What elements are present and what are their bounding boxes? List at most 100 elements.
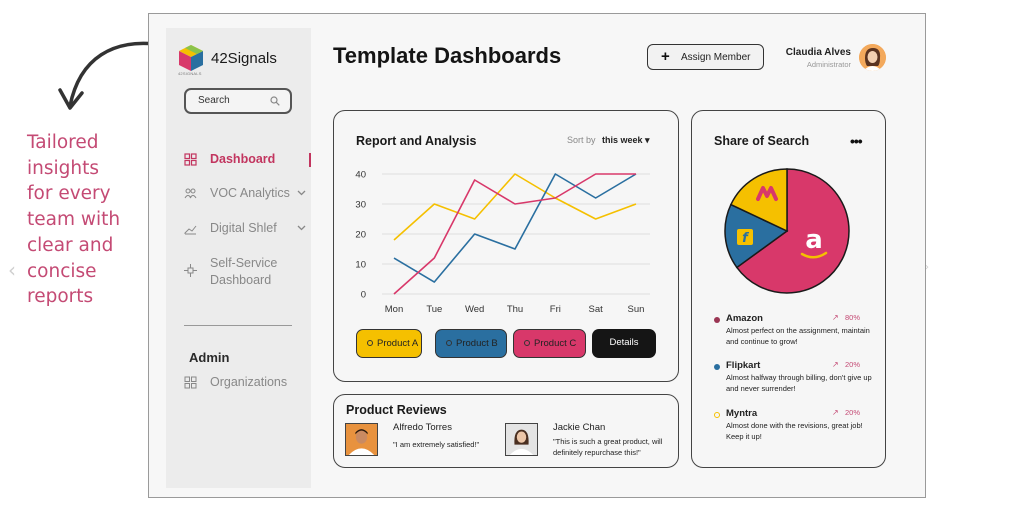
marketing-caption: Tailored insights for every team with cl… [27,130,147,310]
dashboard-window: 42Signals 42SIGNALS Search Dashboard [148,13,926,498]
chevron-down-icon[interactable] [297,190,306,196]
share-desc: Almost halfway through billing, don't gi… [726,373,872,393]
share-dot [714,412,720,418]
sidebar-divider [184,325,292,326]
series-line-product-c [393,173,636,295]
report-card: Report and Analysis Sort by this week ▾ … [333,110,679,382]
pie-slice-flipkart [724,203,789,269]
x-tick-label: Sat [589,304,604,315]
share-name: Myntra [726,408,758,419]
review-text: "I am extremely satisfied!" [393,440,480,449]
legend-dot [367,340,373,346]
caption-line: Tailored [27,132,99,153]
share-desc: Almost perfect on the assignment, mainta… [726,326,870,346]
chevron-left-icon[interactable]: ‹ [8,258,16,282]
avatar[interactable] [859,44,886,71]
chevron-down-icon[interactable] [297,225,306,231]
grid-icon [184,153,197,166]
share-dot [714,317,720,323]
reviewer-name: Jackie Chan [553,422,606,433]
share-title: Share of Search [714,134,810,148]
caption-line: reports [27,286,94,308]
line-chart: 0 10 20 30 40 Mon Tue Wed Thu Fri Sat Sun [355,170,650,315]
legend-product-a-button[interactable]: Product A [356,329,422,358]
user-role: Administrator [806,60,851,69]
share-name: Flipkart [726,360,761,371]
caption-line: for every [27,183,111,205]
pie-chart: af [724,168,850,294]
reviews-title: Product Reviews [346,403,447,417]
legend-product-c-button[interactable]: Product C [513,329,586,358]
sort-dropdown[interactable]: this week ▾ [602,135,650,145]
sidebar-item-label: Dashboard [210,152,276,166]
caption-line: insights [27,157,100,179]
x-tick-label: Thu [507,304,523,315]
search-input[interactable]: Search [184,88,292,114]
legend-dot [446,340,452,346]
review-text: "This is such a great product, will defi… [553,437,663,457]
reviewer-photo [505,423,538,456]
share-percent: 80% [845,313,861,322]
legend-product-b-button[interactable]: Product B [435,329,507,358]
sidebar-item-label: Self-Service [210,256,278,270]
series-line-product-b [393,173,637,283]
legend-label: Product A [377,338,419,349]
x-tick-label: Tue [426,304,442,315]
amazon-logo-icon: a [800,225,828,259]
active-indicator [309,153,311,167]
trend-up-icon: ↗ [832,313,839,322]
caption-line: concise [27,260,97,282]
brand-name: 42Signals [211,50,277,67]
y-tick-label: 10 [355,260,366,271]
report-title: Report and Analysis [356,134,477,148]
legend-dot [524,340,530,346]
details-button[interactable]: Details [592,329,656,358]
sidebar-item-label: Organizations [210,375,288,389]
share-dot [714,364,720,370]
sidebar-item-label: Digital Shlef [210,221,277,235]
y-tick-label: 40 [355,170,366,181]
42signals-logo-icon [179,45,203,71]
workflow-icon [184,264,197,277]
share-desc: Almost done with the revisions, great jo… [726,421,863,441]
reviewer-name: Alfredo Torres [393,422,452,433]
brand-sub: 42SIGNALS [178,71,202,76]
share-name: Amazon [726,313,763,324]
pie-slice-amazon [735,168,850,294]
trend-up-icon: ↗ [832,408,839,417]
page-title: Template Dashboards [333,43,562,68]
sidebar-item-label: VOC Analytics [210,186,290,200]
x-tick-label: Wed [465,304,484,315]
x-tick-label: Sun [628,304,645,315]
chevron-right-icon[interactable]: › [925,262,929,273]
svg-text:f: f [742,231,750,246]
reviewer-photo [345,423,378,456]
assign-member-button[interactable]: + Assign Member [647,44,764,70]
x-tick-label: Fri [550,304,561,315]
sort-label: Sort by [567,135,596,145]
search-placeholder: Search [198,95,230,106]
more-options-icon[interactable]: ••• [850,133,863,149]
y-tick-label: 0 [361,290,366,301]
y-tick-label: 30 [355,200,366,211]
y-tick-label: 20 [355,230,366,241]
admin-heading: Admin [189,350,230,365]
flipkart-logo-icon: f [737,229,753,246]
legend-label: Product B [456,338,498,349]
plus-icon: + [661,48,670,65]
user-name: Claudia Alves [785,47,851,58]
users-icon [184,188,197,199]
search-icon [270,96,280,106]
product-reviews-card: Product Reviews Alfredo Torres "I am ext… [333,394,679,468]
myntra-logo-icon [756,186,778,201]
share-percent: 20% [845,408,861,417]
series-line-product-a [393,173,637,241]
sidebar-item-label-line2: Dashboard [210,273,272,287]
svg-text:a: a [805,225,823,255]
curved-arrow-icon [58,41,157,110]
assign-member-label: Assign Member [681,52,751,63]
caption-line: team with [27,209,121,231]
caption-line: clear and [27,234,114,256]
